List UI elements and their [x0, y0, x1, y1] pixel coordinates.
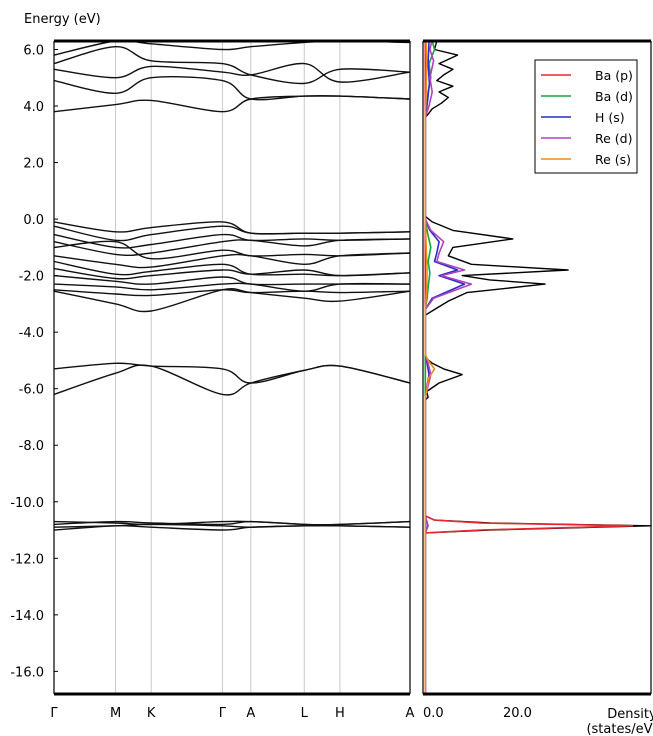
kpath-label: Γ [50, 706, 58, 721]
band-line-20 [53, 520, 411, 526]
legend-label: Ba (d) [595, 89, 633, 104]
dos-x-label-line2: (states/eV) [586, 722, 653, 736]
y-tick-label: 2.0 [23, 157, 44, 172]
y-axis-label: Energy (eV) [24, 12, 101, 27]
dos-x-tick-label: 0.0 [423, 706, 444, 721]
band-line-1 [53, 76, 411, 101]
band-structure-panel: 6.0 4.0 2.0 0.0 -2.0 -4.0 -6.0 -8.0 -10.0 -12.0 -1… [10, 39, 415, 721]
dos-x-tick-label: 20.0 [503, 706, 532, 721]
legend-label: H (s) [595, 110, 625, 125]
y-tick-label: -6.0 [19, 383, 44, 398]
dos-series-ba-p [424, 41, 634, 694]
kpath-label: Γ [219, 706, 227, 721]
band-line-15 [53, 289, 411, 297]
dos-x-tick-labels: 0.0 20.0 [423, 706, 532, 721]
band-plot-border [53, 39, 411, 696]
band-line-6 [53, 225, 411, 242]
kpath-label: H [335, 706, 345, 721]
kpath-label: K [147, 706, 156, 721]
band-line-3 [53, 45, 411, 85]
dos-series-ba-d [424, 40, 436, 694]
legend-label: Re (s) [595, 152, 631, 167]
band-lines [53, 39, 411, 531]
band-line-22 [53, 524, 411, 531]
dos-lines [424, 40, 652, 694]
y-tick-labels: 6.0 4.0 2.0 0.0 -2.0 -4.0 -6.0 -8.0 -10.0 -12.0 -1… [10, 43, 58, 680]
band-line-12 [53, 267, 411, 280]
band-plot-area [54, 41, 410, 694]
y-tick-label: 6.0 [23, 43, 44, 58]
kpath-label: M [110, 706, 121, 721]
band-gridlines [115, 41, 341, 694]
band-line-14 [53, 282, 411, 292]
dos-plot-border [422, 39, 652, 696]
y-tick-label: -2.0 [19, 270, 44, 285]
kpath-label: L [301, 706, 309, 721]
y-tick-label: -10.0 [10, 496, 44, 511]
y-tick-label: -14.0 [10, 609, 44, 624]
band-line-16 [53, 288, 411, 313]
y-tick-label: -8.0 [19, 439, 44, 454]
band-line-8 [53, 238, 411, 257]
y-tick-label: 4.0 [23, 100, 44, 115]
dos-x-label-line1: Density [607, 707, 653, 722]
kpath-label: A [246, 706, 255, 721]
y-tick-label: -16.0 [10, 665, 44, 680]
dos-series-re-s [424, 40, 436, 694]
band-line-2 [53, 62, 411, 83]
band-line-10 [53, 252, 411, 269]
y-tick-label: -12.0 [10, 552, 44, 567]
legend-label: Re (d) [595, 131, 632, 146]
legend-label: Ba (p) [595, 68, 633, 83]
band-line-18 [53, 364, 411, 396]
legend: Ba (p) Ba (d) H (s) Re (d) Re (s) [534, 59, 638, 174]
kpath-label: A [406, 706, 415, 721]
y-tick-label: 0.0 [23, 213, 44, 228]
dos-panel: 0.0 20.0 Density (states/eV) Ba (p) Ba (d)… [422, 39, 653, 736]
y-tick-label: -4.0 [19, 326, 44, 341]
